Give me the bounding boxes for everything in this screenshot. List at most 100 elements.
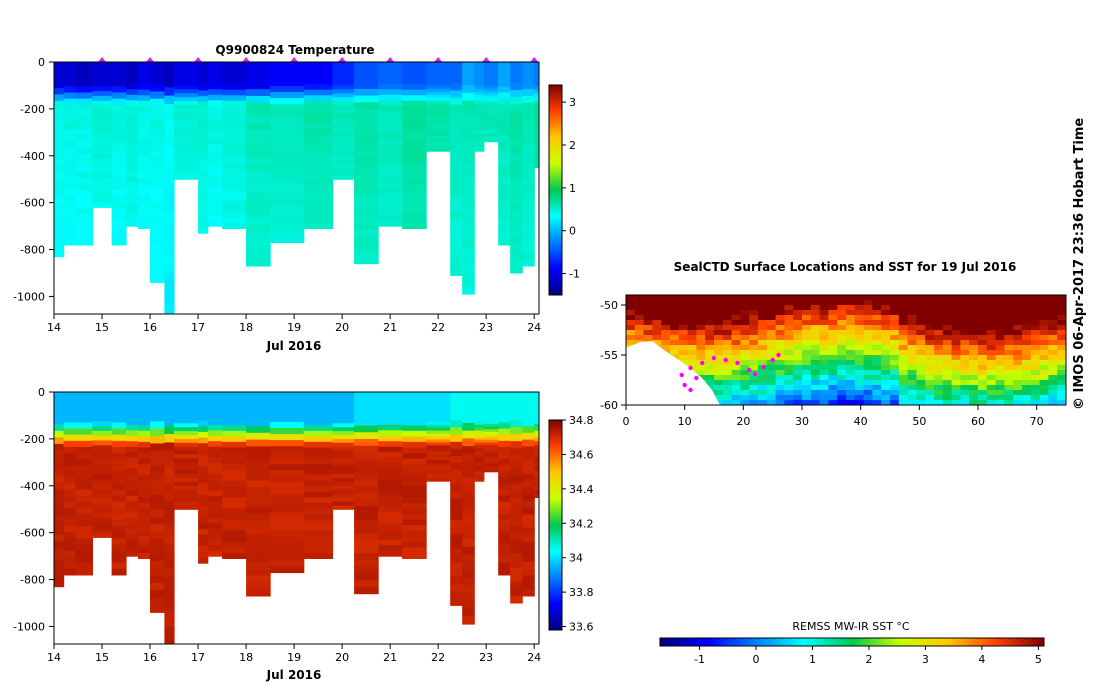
sst-cell xyxy=(828,295,838,301)
section-cell xyxy=(510,90,523,98)
section-cell xyxy=(63,177,77,185)
section-cell xyxy=(474,65,485,69)
section-cell xyxy=(75,507,93,515)
section-cell xyxy=(126,446,139,453)
sst-cell xyxy=(1004,360,1014,366)
sst-cell xyxy=(1039,315,1049,321)
sst-cell xyxy=(696,340,706,346)
sst-cell xyxy=(828,300,838,306)
section-cell xyxy=(150,98,165,107)
sst-cell xyxy=(890,310,900,316)
colorbar-tick-label: 33.6 xyxy=(569,621,594,634)
section-cell xyxy=(450,512,463,521)
section-cell xyxy=(402,178,427,185)
section-cell xyxy=(138,62,151,69)
section-cell xyxy=(126,463,139,470)
section-cell xyxy=(198,164,209,171)
section-cell xyxy=(126,198,139,205)
section-cell xyxy=(510,97,523,105)
section-cell xyxy=(483,431,499,436)
section-cell xyxy=(138,117,151,124)
section-cell xyxy=(198,136,209,143)
section-cell xyxy=(426,478,451,482)
sst-cell xyxy=(863,365,873,371)
section-cell xyxy=(510,392,523,400)
section-cell xyxy=(402,189,427,196)
sst-cell xyxy=(995,330,1005,336)
sst-cell xyxy=(714,295,724,301)
section-cell xyxy=(270,536,305,543)
section-cell xyxy=(92,120,113,126)
sst-cell xyxy=(837,395,847,401)
section-cell xyxy=(510,588,523,597)
sst-cell xyxy=(986,320,997,326)
section-cell xyxy=(303,134,334,141)
sst-cell xyxy=(740,300,750,306)
section-cell xyxy=(462,508,475,517)
section-cell xyxy=(354,432,379,440)
sst-cell xyxy=(626,320,636,326)
section-cell xyxy=(510,111,523,119)
section-cell xyxy=(474,454,485,458)
section-cell xyxy=(534,434,539,439)
sst-cell xyxy=(810,370,821,376)
section-cell xyxy=(450,111,463,120)
section-cell xyxy=(462,461,475,470)
sst-cell xyxy=(819,400,829,405)
sst-cell xyxy=(678,300,689,306)
section-cell xyxy=(332,120,355,126)
section-cell xyxy=(402,447,427,454)
section-cell xyxy=(222,62,247,69)
section-cell xyxy=(150,201,165,210)
sst-cell xyxy=(995,355,1005,361)
sst-cell xyxy=(854,365,865,371)
sst-cell xyxy=(881,350,891,356)
sst-cell xyxy=(819,385,829,391)
section-cell xyxy=(450,246,463,255)
section-cell xyxy=(450,562,463,571)
section-cell xyxy=(138,408,151,415)
section-cell xyxy=(174,435,199,440)
sst-cell xyxy=(1022,335,1032,341)
section-cell xyxy=(332,151,355,157)
section-cell xyxy=(138,173,151,180)
sst-cell xyxy=(784,310,794,316)
sst-cell xyxy=(1013,360,1023,366)
section-cell xyxy=(92,518,113,524)
x-tick-label: 30 xyxy=(795,415,809,428)
section-cell xyxy=(174,105,199,110)
section-cell xyxy=(534,479,539,484)
sst-cell xyxy=(986,380,997,386)
sst-cell xyxy=(705,325,715,331)
sst-cell xyxy=(740,320,750,326)
sst-cell xyxy=(1030,335,1041,341)
section-cell xyxy=(75,568,93,576)
section-cell xyxy=(332,140,355,145)
section-cell xyxy=(378,165,403,172)
sst-cell xyxy=(881,300,891,306)
section-cell xyxy=(246,521,271,529)
sst-cell xyxy=(934,390,944,396)
section-cell xyxy=(474,442,485,447)
section-cell xyxy=(402,89,427,96)
section-cell xyxy=(246,211,271,219)
section-cell xyxy=(402,139,427,146)
sst-cell xyxy=(907,375,917,381)
section-cell xyxy=(246,238,271,247)
sst-cell xyxy=(995,370,1005,376)
sst-cell xyxy=(942,395,953,401)
sst-cell xyxy=(1022,395,1032,401)
sst-cell xyxy=(995,400,1005,405)
sst-cell xyxy=(810,360,821,366)
sst-cell xyxy=(661,295,671,301)
section-cell xyxy=(270,212,305,219)
section-cell xyxy=(75,495,93,503)
sst-cell xyxy=(986,315,997,321)
sst-cell xyxy=(714,375,724,381)
section-cell xyxy=(303,84,334,91)
section-cell xyxy=(54,237,65,245)
section-cell xyxy=(332,116,355,122)
section-cell xyxy=(426,475,451,479)
section-cell xyxy=(222,206,247,213)
section-cell xyxy=(75,483,93,491)
